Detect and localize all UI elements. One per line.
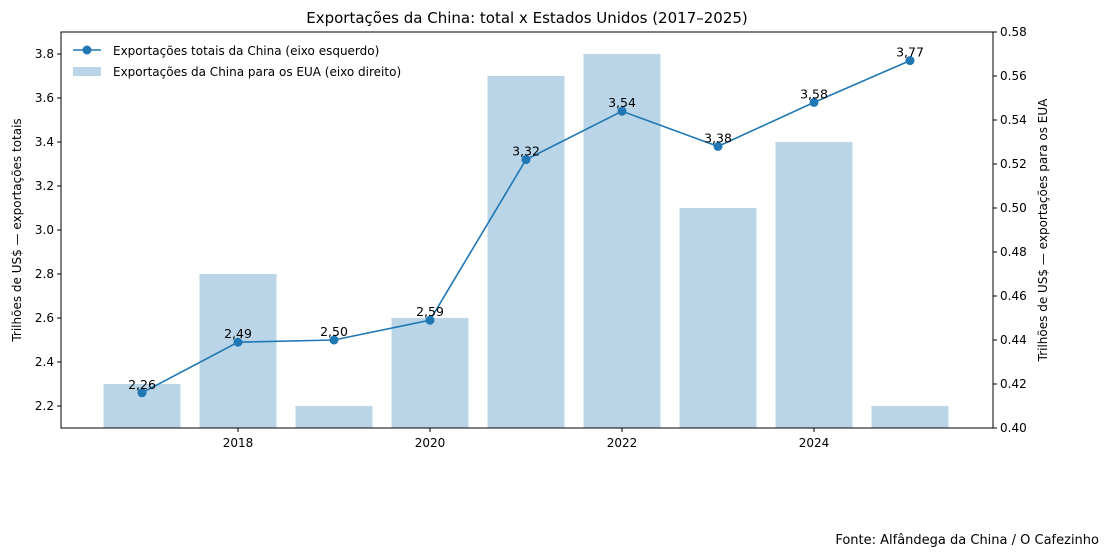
legend-marker-icon [82, 45, 92, 55]
bar [775, 142, 853, 428]
x-axis-ticks: 2018 2020 2022 2024 [223, 428, 830, 450]
bar [199, 274, 277, 428]
data-label: 3,54 [608, 95, 636, 110]
tick-label: 2020 [415, 436, 446, 450]
tick-label: 3.4 [35, 135, 54, 149]
tick-label: 0.44 [1000, 333, 1027, 347]
tick-label: 0.52 [1000, 157, 1027, 171]
data-label: 2,59 [416, 304, 444, 319]
bar [679, 208, 757, 428]
data-point [521, 155, 531, 165]
data-label: 2,49 [224, 326, 252, 341]
tick-label: 2024 [799, 436, 830, 450]
data-label: 2,50 [320, 324, 348, 339]
tick-label: 0.56 [1000, 69, 1027, 83]
line-series-total-exports: 2,26 2,49 2,50 2,59 3,32 3,54 3,38 3,58 3,77 [128, 45, 924, 398]
tick-label: 0.58 [1000, 25, 1027, 39]
legend-bar-swatch [73, 67, 101, 76]
tick-label: 0.46 [1000, 289, 1027, 303]
tick-label: 2.6 [35, 311, 54, 325]
tick-label: 3.2 [35, 179, 54, 193]
chart-title: Exportações da China: total x Estados Un… [306, 9, 748, 27]
right-axis-ticks: 0.40 0.42 0.44 0.46 0.48 0.50 0.52 0.54 0.56 0.58 [993, 25, 1027, 435]
legend: Exportações totais da China (eixo esquer… [73, 44, 401, 79]
data-point [425, 315, 435, 325]
bar [295, 406, 373, 428]
data-label: 3,58 [800, 86, 828, 101]
bar [487, 76, 565, 428]
tick-label: 0.48 [1000, 245, 1027, 259]
tick-label: 0.42 [1000, 377, 1027, 391]
tick-label: 3.6 [35, 91, 54, 105]
tick-label: 2.4 [35, 355, 54, 369]
data-label: 3,32 [512, 144, 540, 159]
tick-label: 3.0 [35, 223, 54, 237]
left-axis-ticks: 2.2 2.4 2.6 2.8 3.0 3.2 3.4 3.6 3.8 [35, 47, 61, 413]
data-point [905, 56, 915, 66]
data-label: 3,77 [896, 45, 924, 60]
tick-label: 0.50 [1000, 201, 1027, 215]
tick-label: 3.8 [35, 47, 54, 61]
right-axis-label: Trilhões de US$ — exportações para os EU… [1036, 98, 1050, 363]
legend-label-line: Exportações totais da China (eixo esquer… [113, 44, 379, 58]
tick-label: 2022 [607, 436, 638, 450]
data-point [713, 141, 723, 151]
tick-label: 0.40 [1000, 421, 1027, 435]
data-label: 3,38 [704, 130, 732, 145]
tick-label: 2.8 [35, 267, 54, 281]
data-point [809, 97, 819, 107]
data-point [329, 335, 339, 345]
tick-label: 2018 [223, 436, 254, 450]
data-point [617, 106, 627, 116]
left-axis-label: Trilhões de US$ — exportações totais [10, 118, 24, 342]
data-point [233, 337, 243, 347]
bar [391, 318, 469, 428]
source-note: Fonte: Alfândega da China / O Cafezinho [835, 533, 1099, 548]
bar-series-us-exports [103, 54, 949, 428]
tick-label: 2.2 [35, 399, 54, 413]
data-point [137, 388, 147, 398]
data-label: 2,26 [128, 377, 156, 392]
tick-label: 0.54 [1000, 113, 1027, 127]
bar [871, 406, 949, 428]
bar [583, 54, 661, 428]
legend-label-bar: Exportações da China para os EUA (eixo d… [113, 65, 401, 79]
